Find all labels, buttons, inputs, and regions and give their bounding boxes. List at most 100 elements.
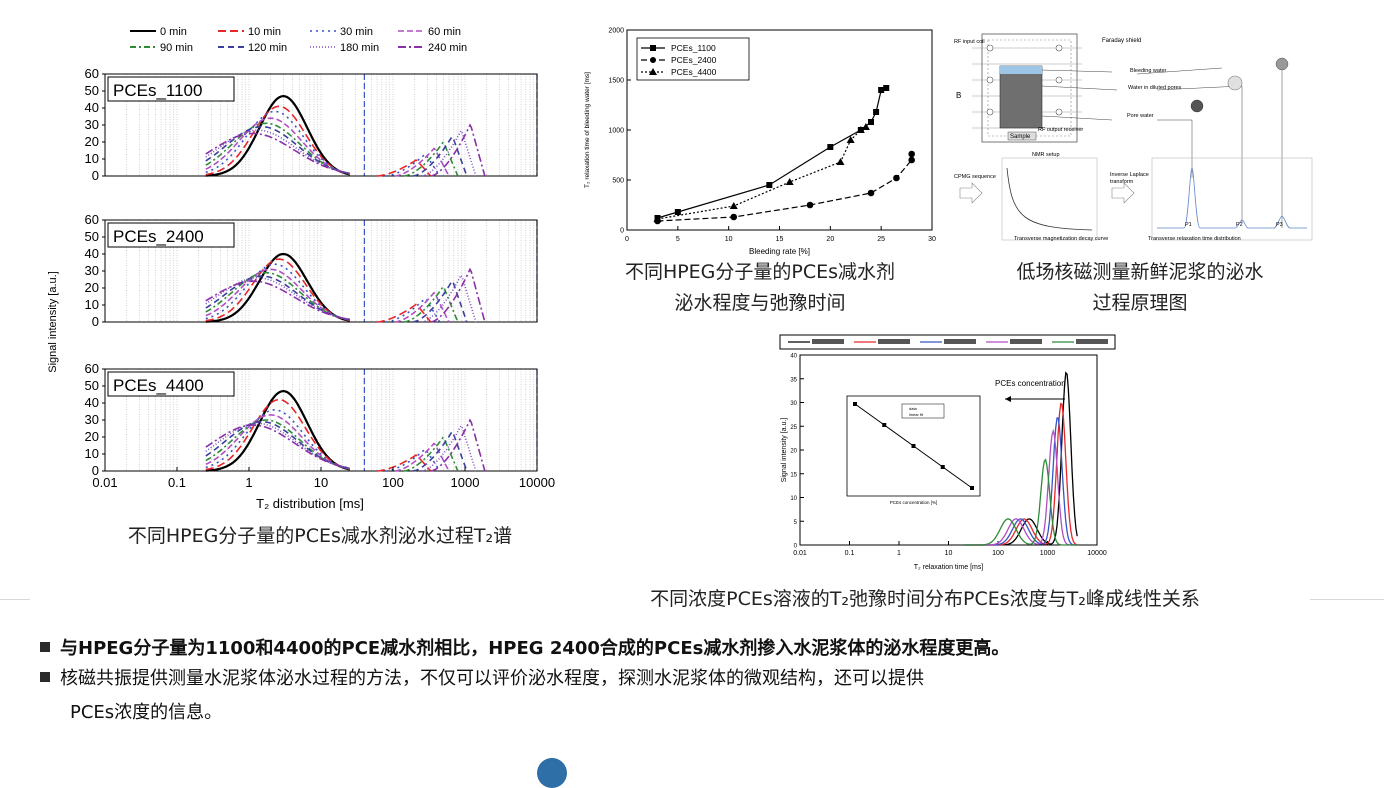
bleeding-legend: PCEs_1100 PCEs_2400 PCEs_4400	[636, 37, 750, 81]
curve-120min	[205, 125, 350, 175]
bullet-square-icon	[40, 642, 50, 652]
x-tick-label: 10	[725, 236, 733, 243]
logo-partial	[537, 758, 567, 788]
y-axis-label: Signal intensity [a.u.]	[781, 418, 788, 483]
y-tick-label: 60	[85, 66, 99, 81]
series-line-PCEs_1100	[657, 87, 887, 219]
point-PCEs_4400	[846, 136, 855, 143]
legend-label: PCEs_2400	[671, 55, 717, 65]
legend-marker	[650, 57, 656, 63]
bullet-1: 与HPEG分子量为1100和4400的PCE减水剂相比，HPEG 2400合成的…	[40, 632, 1009, 665]
legend-0min: 0 min	[160, 26, 187, 38]
y-tick-label: 5	[794, 520, 798, 526]
bullet-2-cont: PCEs浓度的信息。	[70, 696, 222, 729]
legend-label: PCEs_4400	[671, 67, 717, 77]
panel-PCEs_2400: 0 10 20 30 40 50 60 PCEs_2400	[85, 212, 538, 329]
y-tick-label: 25	[790, 425, 797, 431]
x-tick-label: 100	[992, 550, 1004, 557]
label-p1: P1	[1185, 222, 1192, 228]
second-peak-180min	[421, 129, 477, 177]
second-peak-180min	[421, 424, 477, 472]
caption-t2-spectra: 不同HPEG分子量的PCEs减水剂泌水过程T₂谱	[127, 525, 513, 547]
y-tick-label: 20	[85, 134, 99, 149]
point-PCEs_2400	[806, 201, 814, 209]
panel-PCEs_1100: 0 10 20 30 40 50 60 PCEs_1100	[85, 66, 538, 183]
inset-point	[940, 465, 945, 469]
label-b: B	[956, 91, 961, 100]
legend-30min: 30 min	[340, 26, 373, 38]
t2-legend: 0 min 10 min 30 min 60 min 90 min 120 mi…	[130, 26, 467, 54]
y-tick-label: 0	[92, 314, 99, 329]
second-peak-10min	[376, 454, 432, 472]
panel-label: PCEs_4400	[113, 376, 204, 395]
y-tick-label: 40	[790, 354, 797, 360]
label-cpmg: CPMG sequence	[954, 174, 996, 180]
inset-point	[911, 444, 916, 448]
concentration-t2-chart: 0.01 0.1 1 10 100 1000 10000 0 5 10 15 20 25 30 35 40 T₂…	[779, 334, 1116, 571]
curve-120min	[205, 275, 350, 321]
y-tick-label: 10	[85, 446, 99, 461]
legend-10min: 10 min	[248, 26, 281, 38]
divider-right	[1310, 599, 1384, 600]
x-tick-label: 5	[676, 236, 680, 243]
x-tick-label: 25	[877, 236, 885, 243]
point-PCEs_4400	[785, 178, 794, 185]
curve-90min	[205, 419, 350, 470]
second-peak-60min	[394, 147, 450, 177]
caption-concentration: 不同浓度PCEs溶液的T₂弛豫时间分布PCEs浓度与T₂峰成线性关系	[650, 588, 1200, 610]
y-tick-label: 20	[85, 429, 99, 444]
curve-30min	[205, 408, 350, 470]
second-peak-90min	[403, 141, 459, 177]
curve-90min	[205, 122, 350, 175]
panel-label-box	[107, 222, 235, 248]
label-sample: Sample	[1010, 134, 1031, 140]
legend-label: PCEs_1100	[671, 43, 716, 53]
caption-nmr-line2: 过程原理图	[1092, 292, 1188, 314]
second-peak-90min	[403, 436, 459, 472]
curve-60min	[205, 117, 350, 175]
second-peak-30min	[385, 297, 441, 323]
second-peak-30min	[385, 153, 441, 177]
bullet-square-icon	[40, 672, 50, 682]
label-decay: Transverse magnetization decay curve	[1014, 236, 1108, 242]
y-tick-label: 0	[794, 544, 798, 550]
label-diluted-pores: Water in diluted pores	[1128, 85, 1182, 91]
x-tick-label: 100	[382, 475, 404, 490]
legend-90min: 90 min	[160, 42, 193, 54]
point-PCEs_1100	[674, 209, 681, 215]
legend-text-block	[812, 339, 844, 344]
caption-nmr-line1: 低场核磁测量新鲜泥浆的泌水	[1016, 261, 1264, 283]
curve-120min	[205, 420, 350, 470]
bullet-2-text-line2: PCEs浓度的信息。	[70, 702, 223, 723]
bullet-2-text-line1: 核磁共振提供测量水泥浆体泌水过程的方法，不仅可以评价泌水程度，探测水泥浆体的微观…	[60, 668, 924, 689]
point-PCEs_1100	[827, 144, 834, 150]
curve-60min	[205, 414, 350, 470]
curve-90min	[205, 271, 350, 321]
x-tick-label: 0.01	[92, 475, 117, 490]
label-faraday: Faraday shield	[1102, 38, 1141, 44]
legend-120min: 120 min	[248, 42, 287, 54]
x-tick-label: 0	[625, 236, 629, 243]
y-tick-label: 2000	[608, 28, 624, 35]
t2-ylabel: Signal intensity [a.u.]	[47, 271, 59, 373]
second-peak-60min	[394, 291, 450, 323]
y-tick-label: 40	[85, 246, 99, 261]
inset-point	[882, 423, 887, 427]
y-tick-label: 30	[85, 117, 99, 132]
x-axis-label: Bleeding rate [%]	[749, 247, 810, 256]
x-tick-label: 0.1	[845, 550, 855, 557]
legend-180min: 180 min	[340, 42, 379, 54]
second-peak-60min	[394, 442, 450, 472]
y-tick-label: 60	[85, 212, 99, 227]
curve-240min	[205, 280, 350, 321]
x-tick-label: 1	[897, 550, 901, 557]
x-tick-label: 10000	[1087, 550, 1107, 557]
legend-text-block	[944, 339, 976, 344]
curve-10min	[205, 258, 350, 322]
second-peak-120min	[412, 135, 468, 177]
second-peak-90min	[403, 285, 459, 323]
curve-0min	[205, 389, 351, 472]
bullet-2: 核磁共振提供测量水泥浆体泌水过程的方法，不仅可以评价泌水程度，探测水泥浆体的微观…	[40, 662, 924, 695]
annotation-arrow-head	[1005, 396, 1011, 402]
curve-180min	[205, 422, 350, 469]
